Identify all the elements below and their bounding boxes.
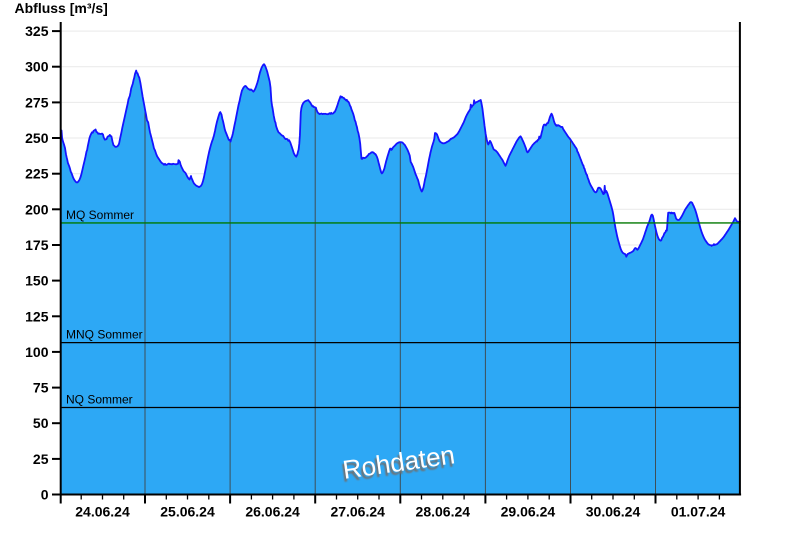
svg-text:28.06.24: 28.06.24 — [416, 504, 471, 520]
svg-text:50: 50 — [33, 415, 49, 431]
svg-text:Abfluss [m³/s]: Abfluss [m³/s] — [15, 0, 108, 16]
svg-text:MQ Sommer: MQ Sommer — [66, 208, 134, 222]
svg-text:30.06.24: 30.06.24 — [586, 504, 641, 520]
svg-text:175: 175 — [25, 237, 49, 253]
svg-text:NQ Sommer: NQ Sommer — [66, 393, 133, 407]
svg-text:100: 100 — [25, 344, 49, 360]
svg-text:29.06.24: 29.06.24 — [501, 504, 556, 520]
svg-text:325: 325 — [25, 23, 49, 39]
svg-text:150: 150 — [25, 273, 49, 289]
svg-text:200: 200 — [25, 201, 49, 217]
svg-text:01.07.24: 01.07.24 — [671, 504, 726, 520]
svg-text:24.06.24: 24.06.24 — [75, 504, 130, 520]
svg-text:75: 75 — [33, 380, 49, 396]
svg-text:275: 275 — [25, 94, 49, 110]
svg-text:250: 250 — [25, 130, 49, 146]
svg-text:25: 25 — [33, 451, 49, 467]
svg-text:26.06.24: 26.06.24 — [245, 504, 300, 520]
svg-text:300: 300 — [25, 59, 49, 75]
svg-text:MNQ Sommer: MNQ Sommer — [66, 328, 143, 342]
svg-text:27.06.24: 27.06.24 — [330, 504, 385, 520]
svg-text:0: 0 — [41, 487, 49, 503]
svg-text:25.06.24: 25.06.24 — [160, 504, 215, 520]
svg-text:225: 225 — [25, 166, 49, 182]
svg-text:125: 125 — [25, 308, 49, 324]
